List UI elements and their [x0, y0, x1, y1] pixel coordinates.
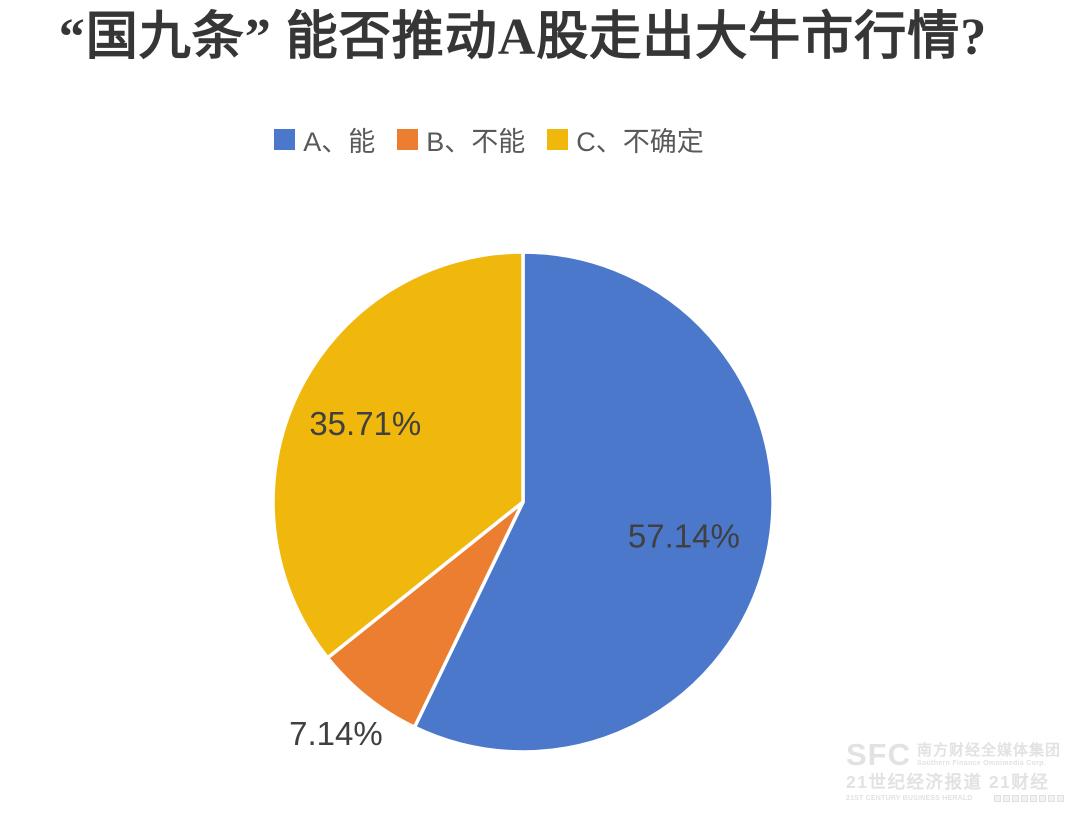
pie-slice — [412, 250, 775, 754]
seal-box — [1012, 795, 1019, 802]
seal-box — [1057, 795, 1064, 802]
seal-box — [1048, 795, 1055, 802]
pie-slice — [271, 250, 525, 660]
seal-box — [994, 795, 1001, 802]
pie-chart-area: 57.14% 7.14% 35.71% — [213, 192, 833, 812]
seal-box — [1039, 795, 1046, 802]
watermark-org: 南方财经全媒体集团 Southern Finance Omnimedia Cor… — [917, 741, 1061, 767]
pie-slice — [325, 500, 525, 729]
watermark-brands-cn: 21世纪经济报道 21财经 — [846, 771, 1050, 792]
seal-box — [1021, 795, 1028, 802]
legend-swatch — [274, 129, 296, 150]
slice-label: 57.14% — [628, 517, 740, 554]
chart-legend: A、能 B、不能 C、不确定 — [0, 120, 1024, 159]
watermark: SFC 南方财经全媒体集团 Southern Finance Omnimedia… — [846, 736, 1064, 802]
legend-item: C、不确定 — [547, 120, 704, 159]
watermark-row-3: 21ST CENTURY BUSINESS HERALD — [846, 795, 1064, 802]
watermark-seal-boxes — [994, 795, 1064, 802]
slice-label: 7.14% — [289, 715, 383, 752]
watermark-row-1: SFC 南方财经全媒体集团 Southern Finance Omnimedia… — [846, 736, 1064, 772]
seal-box — [1030, 795, 1037, 802]
seal-box — [1003, 795, 1010, 802]
legend-label: C、不确定 — [576, 127, 704, 157]
watermark-brand-en: 21ST CENTURY BUSINESS HERALD — [846, 795, 973, 802]
watermark-org-cn: 南方财经全媒体集团 — [917, 741, 1062, 759]
chart-title: “国九条” 能否推动A股走出大牛市行情? — [58, 9, 988, 66]
legend-label: B、不能 — [426, 127, 526, 157]
legend-swatch — [397, 129, 419, 150]
legend-item: A、能 — [274, 120, 375, 159]
watermark-org-en: Southern Finance Omnimedia Corp. — [917, 759, 1047, 767]
slice-label: 35.71% — [309, 405, 421, 442]
legend-label: A、能 — [303, 127, 376, 157]
pie-chart: 57.14% 7.14% 35.71% — [271, 250, 775, 754]
legend-swatch — [547, 129, 569, 150]
sfc-logo: SFC — [846, 736, 911, 772]
legend-item: B、不能 — [397, 120, 525, 159]
